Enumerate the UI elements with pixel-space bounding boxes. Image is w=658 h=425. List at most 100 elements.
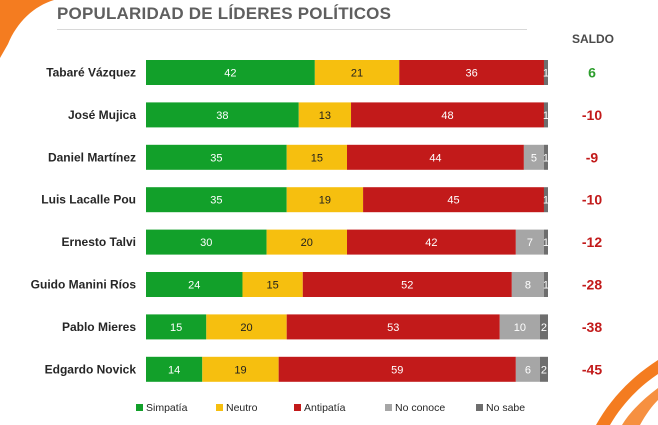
legend-swatch-antipatia (294, 404, 301, 411)
bar-segment-no_sabe (543, 60, 548, 85)
bar-value-label: 36 (465, 68, 477, 80)
bar-segment-antipatia (347, 229, 516, 255)
saldo-value: -45 (582, 361, 602, 377)
bar-segment-no_sabe (543, 229, 548, 255)
bar-value-label: 35 (210, 195, 222, 207)
legend-label: Antipatía (304, 402, 346, 414)
bar-value-label: 20 (301, 237, 313, 249)
bar-value-label: 1 (543, 152, 549, 164)
bar-segment-simpatia (146, 272, 243, 297)
saldo-value: -28 (582, 277, 602, 293)
legend-swatch-no_sabe (476, 404, 483, 411)
bar-segment-neutro (314, 60, 400, 85)
legend-swatch-simpatia (136, 404, 143, 411)
saldo-value: 6 (588, 65, 596, 81)
bar-segment-simpatia (146, 314, 207, 340)
bar-value-label: 42 (224, 68, 236, 80)
bar-value-label: 15 (170, 322, 182, 334)
bar-value-label: 2 (541, 364, 547, 376)
bar-segment-neutro (286, 187, 364, 213)
bar-value-label: 52 (401, 280, 413, 292)
bar-segment-no_conoce (515, 229, 544, 255)
bar-segment-simpatia (146, 187, 287, 213)
bar-segment-neutro (266, 229, 347, 255)
bar-value-label: 2 (541, 322, 547, 334)
bar-segment-simpatia (146, 102, 299, 128)
bar-segment-neutro (298, 102, 352, 128)
bar-value-label: 20 (240, 322, 252, 334)
bar-value-label: 1 (543, 195, 549, 207)
bar-segment-no_sabe (543, 102, 548, 128)
legend-label: No sabe (486, 402, 525, 414)
legend-label: No conoce (395, 402, 445, 414)
bar-value-label: 59 (391, 364, 403, 376)
bar-value-label: 8 (525, 280, 531, 292)
category-label: Daniel Martínez (48, 150, 136, 164)
bar-segment-no_sabe (539, 356, 548, 382)
bar-segment-antipatia (286, 314, 500, 340)
bar-value-label: 1 (543, 68, 549, 80)
bar-value-label: 48 (441, 110, 453, 122)
bar-value-label: 53 (387, 322, 399, 334)
saldo-value: -10 (582, 192, 602, 208)
bar-segment-simpatia (146, 60, 315, 85)
bar-value-label: 5 (531, 152, 537, 164)
bar-value-label: 21 (351, 68, 363, 80)
bar-value-label: 30 (200, 237, 212, 249)
bar-value-label: 35 (210, 152, 222, 164)
category-label: Edgardo Novick (45, 362, 137, 376)
saldo-value: -10 (582, 107, 602, 123)
category-label: Ernesto Talvi (62, 235, 136, 249)
bar-segment-neutro (242, 272, 303, 297)
saldo-value: -38 (582, 319, 602, 335)
bar-segment-antipatia (351, 102, 544, 128)
bar-value-label: 6 (525, 364, 531, 376)
bar-segment-no_sabe (539, 314, 548, 340)
bar-value-label: 7 (527, 237, 533, 249)
bar-value-label: 44 (429, 152, 441, 164)
bar-segment-no_conoce (499, 314, 540, 340)
bar-value-label: 15 (267, 280, 279, 292)
legend-swatch-no_conoce (385, 404, 392, 411)
bar-segment-antipatia (363, 187, 544, 213)
bar-value-label: 1 (543, 280, 549, 292)
bar-segment-antipatia (347, 144, 524, 170)
category-label: José Mujica (68, 108, 136, 122)
legend-label: Simpatía (146, 402, 188, 414)
bar-segment-antipatia (399, 60, 544, 85)
bar-value-label: 24 (188, 280, 200, 292)
bar-segment-simpatia (146, 229, 267, 255)
legend-swatch-neutro (216, 404, 223, 411)
bar-value-label: 38 (216, 110, 228, 122)
bar-value-label: 13 (319, 110, 331, 122)
chart-title: POPULARIDAD DE LÍDERES POLÍTICOS (57, 4, 392, 23)
bar-value-label: 42 (425, 237, 437, 249)
bar-segment-neutro (286, 144, 347, 170)
title-divider (57, 29, 527, 30)
bar-segment-no_conoce (511, 272, 544, 297)
bar-segment-antipatia (278, 356, 516, 382)
bar-segment-no_conoce (523, 144, 544, 170)
legend-label: Neutro (226, 402, 258, 414)
category-label: Pablo Mieres (62, 320, 136, 334)
bar-value-label: 10 (514, 322, 526, 334)
saldo-value: -9 (586, 149, 599, 165)
bar-segment-no_conoce (515, 356, 540, 382)
bar-segment-neutro (206, 314, 287, 340)
category-label: Luis Lacalle Pou (41, 193, 136, 207)
bar-segment-simpatia (146, 356, 203, 382)
bar-value-label: 19 (234, 364, 246, 376)
bar-value-label: 1 (543, 110, 549, 122)
bar-segment-no_sabe (543, 187, 548, 213)
bar-value-label: 15 (311, 152, 323, 164)
bar-segment-no_sabe (543, 144, 548, 170)
saldo-value: -12 (582, 234, 602, 250)
bar-segment-neutro (202, 356, 279, 382)
category-label: Guido Manini Ríos (31, 278, 137, 292)
bar-segment-antipatia (302, 272, 512, 297)
bar-value-label: 45 (447, 195, 459, 207)
bar-value-label: 1 (543, 237, 549, 249)
bar-value-label: 14 (168, 364, 180, 376)
